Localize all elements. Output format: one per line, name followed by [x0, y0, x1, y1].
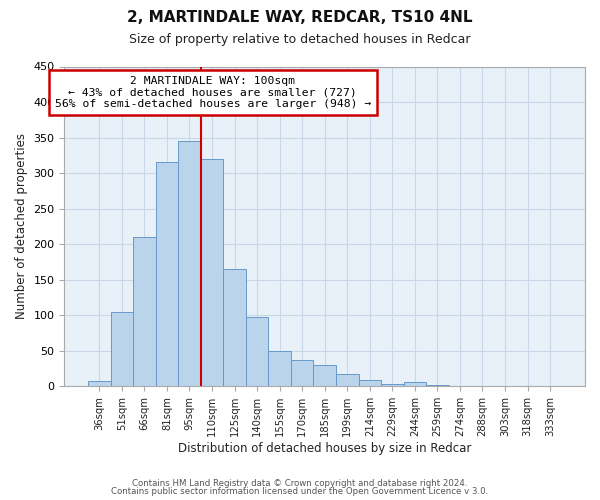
Text: 2 MARTINDALE WAY: 100sqm
← 43% of detached houses are smaller (727)
56% of semi-: 2 MARTINDALE WAY: 100sqm ← 43% of detach…	[55, 76, 371, 110]
Text: Size of property relative to detached houses in Redcar: Size of property relative to detached ho…	[129, 32, 471, 46]
X-axis label: Distribution of detached houses by size in Redcar: Distribution of detached houses by size …	[178, 442, 472, 455]
Bar	[201, 159, 223, 386]
Bar	[178, 141, 201, 386]
Bar	[381, 384, 404, 386]
Bar	[336, 374, 359, 386]
Bar	[246, 318, 268, 386]
Bar	[291, 360, 313, 386]
Text: Contains public sector information licensed under the Open Government Licence v : Contains public sector information licen…	[112, 487, 488, 496]
Bar	[359, 380, 381, 386]
Bar	[404, 382, 426, 386]
Text: Contains HM Land Registry data © Crown copyright and database right 2024.: Contains HM Land Registry data © Crown c…	[132, 478, 468, 488]
Bar	[133, 237, 155, 386]
Y-axis label: Number of detached properties: Number of detached properties	[15, 134, 28, 320]
Bar	[426, 385, 449, 386]
Bar	[268, 351, 291, 386]
Bar	[88, 382, 110, 386]
Text: 2, MARTINDALE WAY, REDCAR, TS10 4NL: 2, MARTINDALE WAY, REDCAR, TS10 4NL	[127, 10, 473, 25]
Bar	[223, 269, 246, 386]
Bar	[155, 162, 178, 386]
Bar	[313, 365, 336, 386]
Bar	[110, 312, 133, 386]
